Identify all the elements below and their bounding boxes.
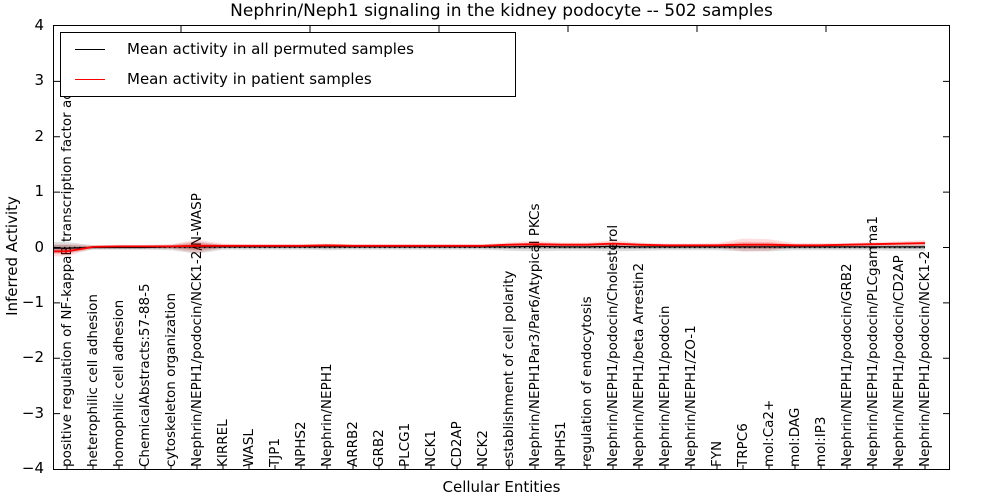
legend: Mean activity in all permuted samples Me… [60, 32, 516, 97]
legend-entry-permuted: Mean activity in all permuted samples [61, 34, 515, 64]
plot-area: positive regulation of NF-kappaB transcr… [53, 25, 950, 470]
y-tick-label: 4 [34, 16, 44, 34]
y-tick-label: −4 [21, 459, 44, 477]
y-tick-label: −3 [21, 403, 44, 422]
x-axis-title: Cellular Entities [442, 478, 561, 496]
permuted-line-swatch-icon [75, 48, 105, 50]
y-axis-title: Inferred Activity [3, 196, 21, 316]
legend-label: Mean activity in all permuted samples [127, 40, 414, 58]
chart-title: Nephrin/Neph1 signaling in the kidney po… [230, 1, 773, 21]
y-tick-label: 3 [34, 71, 44, 90]
y-axis: 4 3 2 1 0 −1 −2 −3 −4 [0, 16, 49, 477]
y-tick-label: 1 [34, 182, 44, 201]
chart-canvas [54, 26, 949, 469]
legend-label: Mean activity in patient samples [127, 70, 372, 88]
patient-mean-line [54, 242, 926, 253]
y-tick-label: −2 [21, 348, 44, 367]
y-tick-label: 0 [34, 237, 44, 256]
y-tick-label: −1 [21, 292, 44, 311]
y-tick-label: 2 [34, 126, 44, 145]
patient-line-swatch-icon [75, 78, 105, 80]
legend-entry-patient: Mean activity in patient samples [61, 64, 515, 94]
